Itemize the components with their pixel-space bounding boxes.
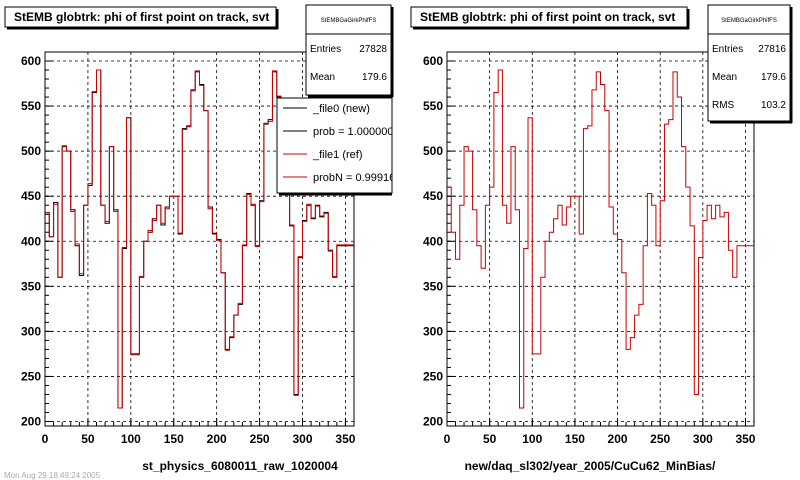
legend-label: _file0 (new) — [312, 103, 370, 115]
x-tick-label: 350 — [735, 432, 755, 446]
stats-value: 27816 — [758, 44, 786, 55]
legend: _file0 (new) prob = 1.000000 _file1 (ref) p… — [276, 97, 401, 196]
series-line-0 — [447, 69, 754, 409]
stats-label: Mean — [310, 72, 335, 83]
stats-value: 27828 — [359, 44, 387, 55]
y-tick-label: 450 — [423, 189, 443, 203]
x-tick-label: 200 — [608, 432, 628, 446]
y-tick-label: 400 — [21, 234, 41, 248]
title-box — [410, 6, 688, 28]
title-box — [4, 6, 277, 28]
chart-panel-0: 0 50 100 150 200 250 300 350 200 250 300 350 400 450 5… — [4, 4, 401, 473]
legend-label: prob = 1.000000 — [313, 126, 393, 138]
chart-title: StEMB globtrk: phi of first point on tra… — [420, 10, 675, 24]
y-tick-label: 550 — [423, 99, 443, 113]
stats-title: StEMBGaGirkPhifFS — [721, 18, 777, 24]
x-tick-label: 300 — [693, 432, 713, 446]
stats-value: 179.6 — [761, 72, 786, 83]
x-tick-label: 150 — [164, 432, 184, 446]
footer-timestamp: Mon Aug 29 18:49:24 2005 — [4, 471, 101, 480]
legend-label: _file1 (ref) — [312, 149, 363, 161]
x-tick-label: 0 — [444, 432, 451, 446]
x-tick-label: 200 — [207, 432, 227, 446]
x-tick-label: 150 — [565, 432, 585, 446]
x-tick-label: 250 — [250, 432, 270, 446]
stats-value: 103.2 — [761, 100, 786, 111]
y-tick-label: 350 — [423, 279, 443, 293]
y-tick-label: 500 — [423, 144, 443, 158]
y-tick-label: 550 — [21, 99, 41, 113]
y-tick-label: 250 — [21, 369, 41, 383]
y-tick-label: 600 — [423, 54, 443, 68]
stats-box — [305, 4, 392, 96]
y-tick-label: 300 — [21, 324, 41, 338]
stats-value: 179.6 — [362, 72, 387, 83]
y-tick-label: 200 — [21, 414, 41, 428]
y-tick-label: 300 — [423, 324, 443, 338]
y-tick-label: 250 — [423, 369, 443, 383]
stats-label: Mean — [712, 72, 737, 83]
x-axis-label: new/daq_sl302/year_2005/CuCu62_MinBias/ — [465, 459, 716, 473]
x-tick-label: 0 — [42, 432, 49, 446]
y-tick-label: 400 — [423, 234, 443, 248]
y-tick-label: 500 — [21, 144, 41, 158]
x-axis-label: st_physics_6080011_raw_1020004 — [142, 459, 338, 473]
legend-label: probN = 0.999160 — [313, 172, 401, 184]
stats-label: RMS — [712, 100, 735, 111]
series-line-1 — [45, 69, 354, 409]
stats-box — [707, 4, 791, 122]
chart-title: StEMB globtrk: phi of first point on tra… — [14, 10, 269, 24]
x-tick-label: 350 — [335, 432, 355, 446]
stats-label: Entries — [712, 44, 743, 55]
stats-title: StEMBGaGirkPhifFS — [321, 18, 377, 24]
y-tick-label: 600 — [21, 54, 41, 68]
stats-label: Entries — [310, 44, 341, 55]
y-tick-label: 200 — [423, 414, 443, 428]
x-tick-label: 250 — [650, 432, 670, 446]
x-tick-label: 50 — [483, 432, 497, 446]
x-tick-label: 100 — [121, 432, 141, 446]
y-tick-label: 350 — [21, 279, 41, 293]
y-tick-label: 450 — [21, 189, 41, 203]
x-tick-label: 100 — [522, 432, 542, 446]
x-tick-label: 300 — [292, 432, 312, 446]
chart-panel-1: 0 50 100 150 200 250 300 350 200 250 300 350 400 450 5… — [410, 4, 793, 473]
x-tick-label: 50 — [81, 432, 95, 446]
